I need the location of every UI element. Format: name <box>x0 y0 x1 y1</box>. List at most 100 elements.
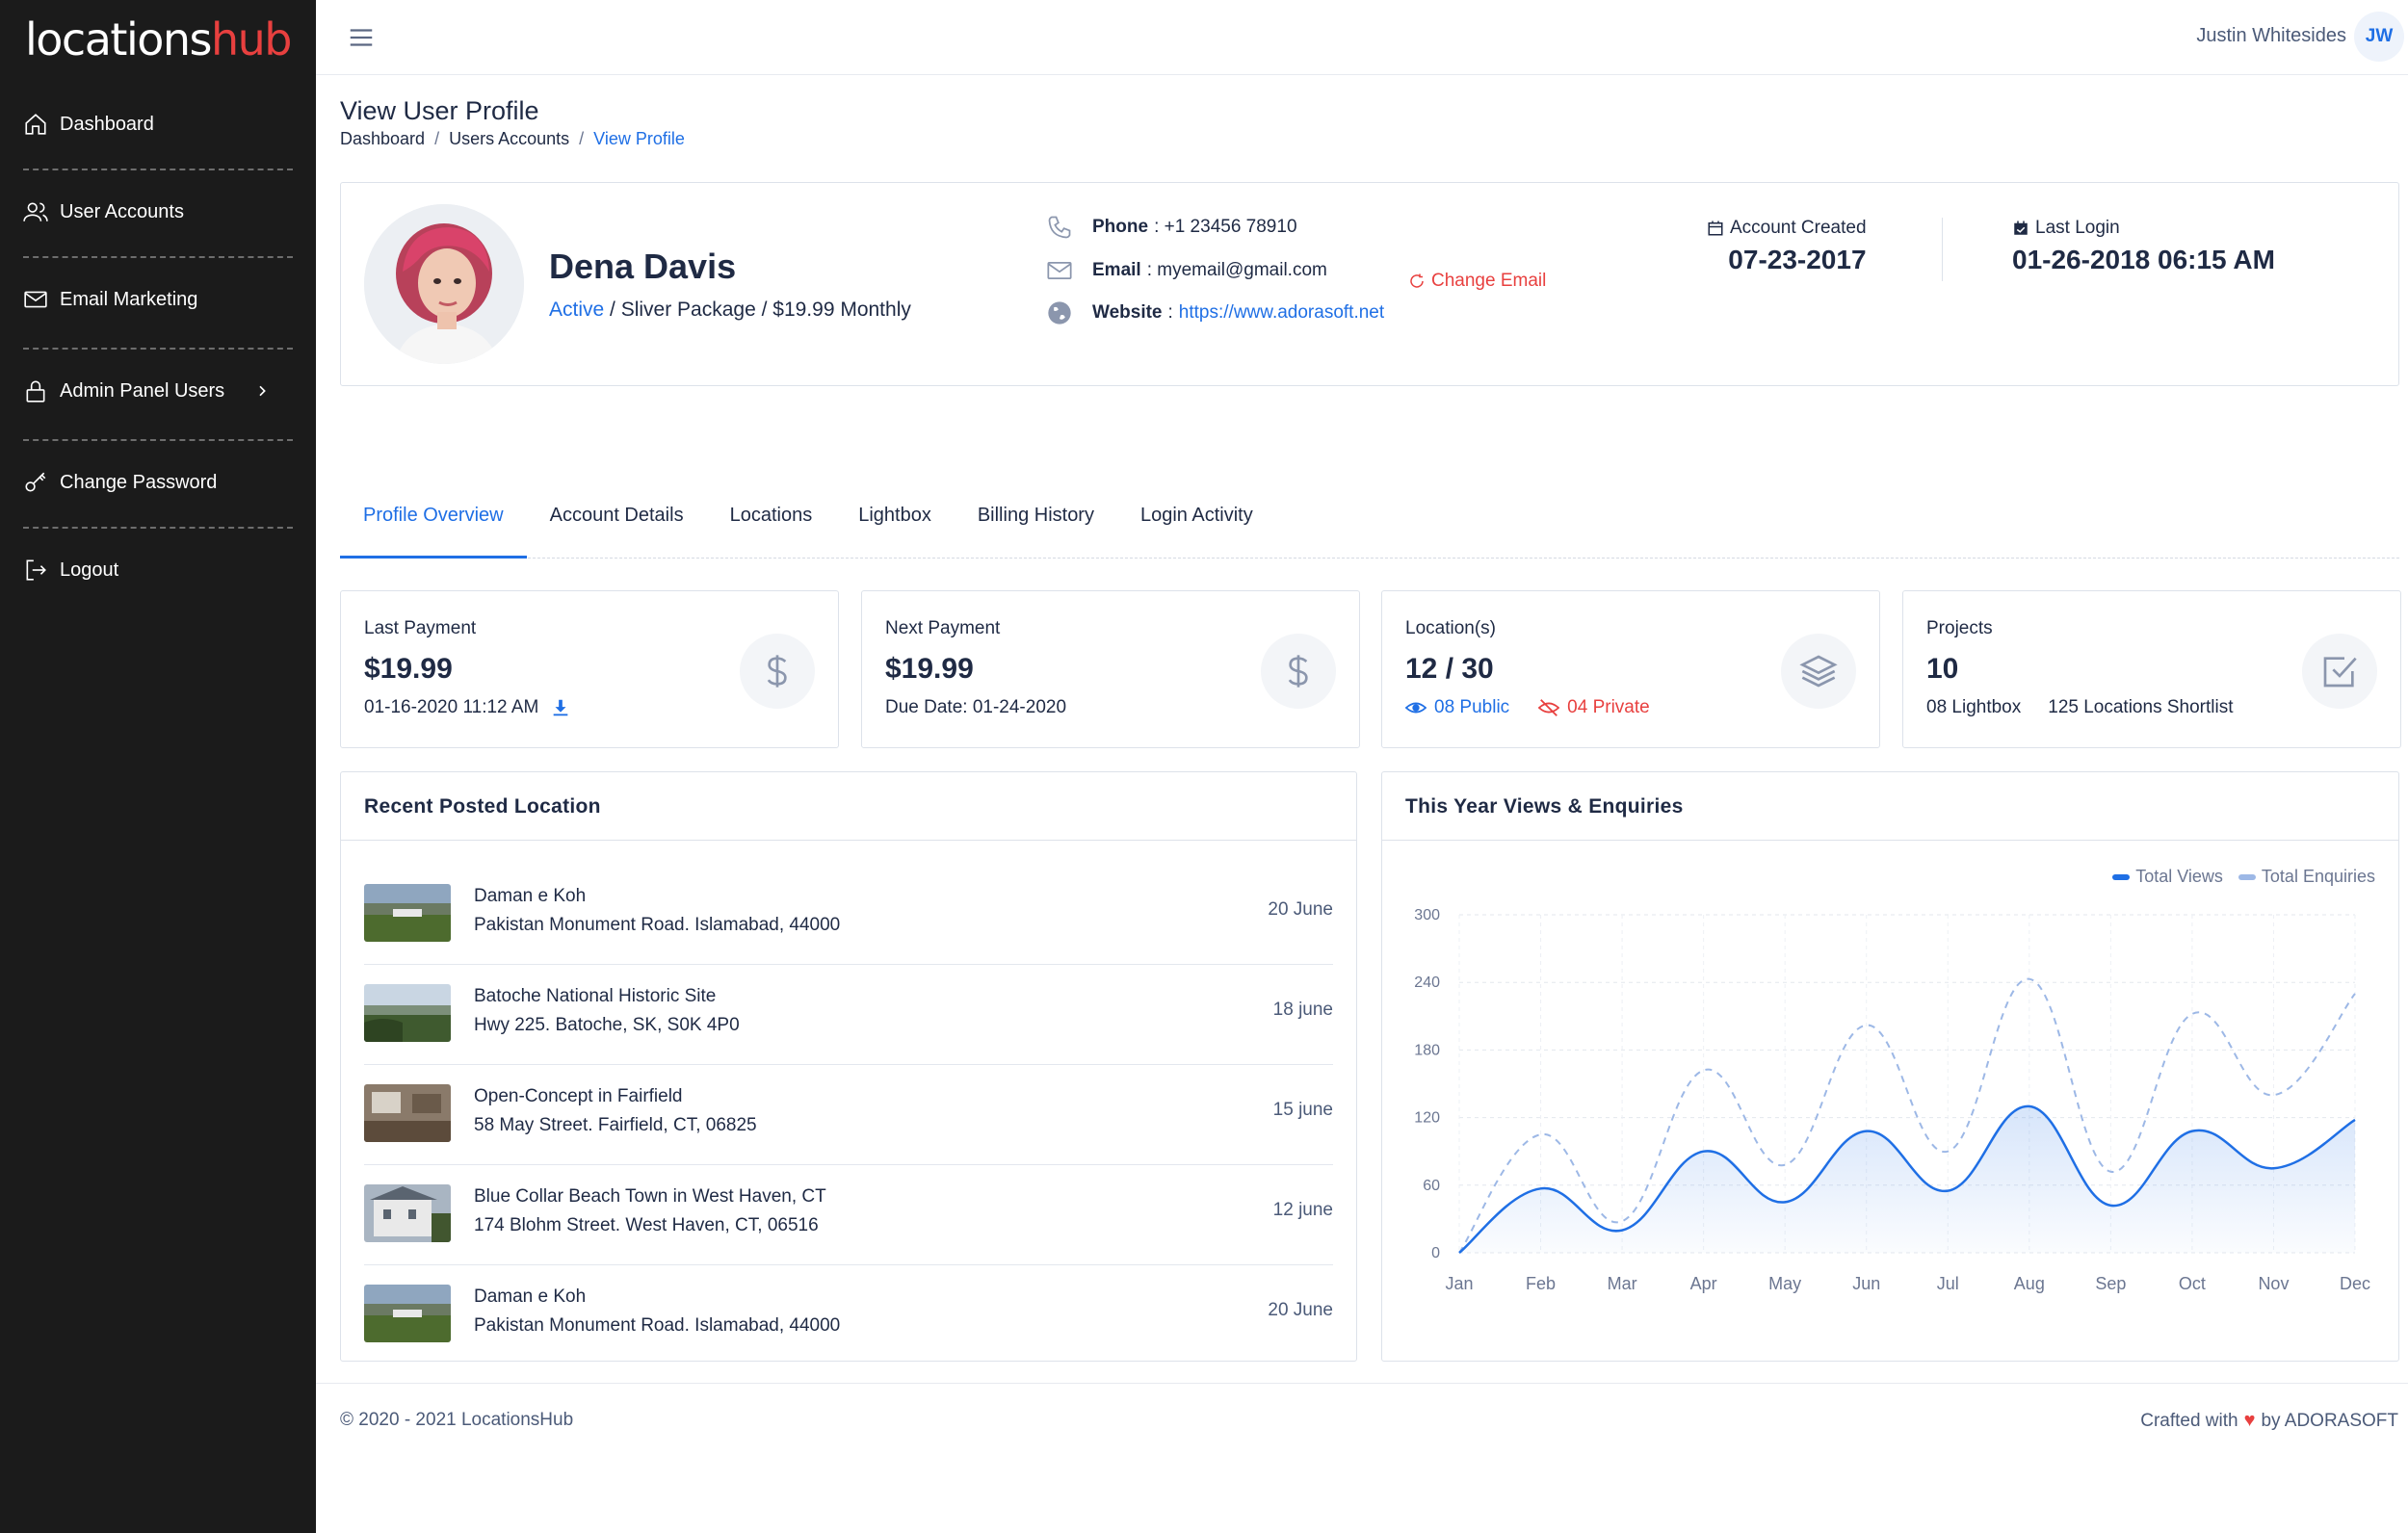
credits-suffix[interactable]: by ADORASOFT <box>2261 1410 2398 1431</box>
sidebar-item-label: User Accounts <box>60 200 184 222</box>
divider <box>316 1383 2408 1384</box>
account-created-value: 07-23-2017 <box>1728 245 1867 274</box>
sidebar-item-admin-panel-users[interactable]: Admin Panel Users <box>23 367 293 415</box>
location-thumbnail <box>364 1285 451 1342</box>
x-tick-label: Dec <box>2340 1274 2370 1293</box>
x-tick-label: Oct <box>2179 1274 2206 1293</box>
app-logo[interactable]: locationshub <box>25 13 293 65</box>
calendar-check-icon <box>2014 221 2028 235</box>
calendar-icon <box>1708 221 1723 236</box>
stat-icon <box>740 634 815 709</box>
sidebar-item-user-accounts[interactable]: User Accounts <box>23 188 293 236</box>
lock-icon <box>26 380 45 403</box>
stat-card-projects: Projects 10 08 Lightbox 125 Locations Sh… <box>1902 590 2401 748</box>
location-item[interactable]: Daman e Koh Pakistan Monument Road. Isla… <box>364 865 1333 965</box>
phone-icon <box>1048 216 1071 239</box>
current-user-name[interactable]: Justin Whitesides <box>2196 25 2346 46</box>
y-tick-label: 0 <box>1431 1245 1440 1261</box>
stat-sub: 08 Lightbox 125 Locations Shortlist <box>1926 697 2233 718</box>
location-address: Pakistan Monument Road. Islamabad, 44000 <box>474 1315 841 1336</box>
profile-photo <box>364 204 524 364</box>
location-title: Blue Collar Beach Town in West Haven, CT <box>474 1186 826 1207</box>
location-item[interactable]: Blue Collar Beach Town in West Haven, CT… <box>364 1165 1333 1265</box>
stat-sub: Due Date: 01-24-2020 <box>885 697 1067 717</box>
divider <box>1942 218 1943 281</box>
change-email-button[interactable]: Change Email <box>1408 271 1546 292</box>
x-tick-label: Jan <box>1445 1274 1473 1293</box>
tab-locations[interactable]: Locations <box>729 505 813 526</box>
profile-card: Dena Davis Active / Sliver Package / $19… <box>340 182 2399 386</box>
sidebar-item-logout[interactable]: Logout <box>23 546 293 594</box>
website-link[interactable]: https://www.adorasoft.net <box>1178 302 1385 323</box>
sidebar-item-email-marketing[interactable]: Email Marketing <box>23 275 293 324</box>
change-email-label: Change Email <box>1431 271 1547 291</box>
phone-value: : +1 23456 78910 <box>1154 217 1297 237</box>
mail-icon <box>1047 261 1072 280</box>
checkbox-icon <box>2323 657 2357 688</box>
divider <box>23 256 293 258</box>
y-tick-label: 300 <box>1414 907 1440 923</box>
location-date: 15 june <box>1272 1100 1333 1120</box>
heart-icon: ♥ <box>2243 1410 2256 1431</box>
website-separator: : <box>1167 302 1173 323</box>
location-address: 58 May Street. Fairfield, CT, 06825 <box>474 1115 757 1135</box>
x-tick-label: Jun <box>1852 1274 1880 1293</box>
website-label: Website <box>1092 302 1163 323</box>
location-date: 18 june <box>1272 1000 1333 1020</box>
dollar-icon <box>1288 655 1308 688</box>
panel-title: This Year Views & Enquiries <box>1405 795 1684 818</box>
refresh-icon <box>1410 273 1424 288</box>
location-item[interactable]: Open-Concept in Fairfield 58 May Street.… <box>364 1065 1333 1165</box>
home-icon <box>25 114 46 135</box>
legend-item-enquiries[interactable]: Total Enquiries <box>2238 867 2375 887</box>
y-tick-label: 60 <box>1423 1178 1440 1194</box>
breadcrumb: Dashboard / Users Accounts / View Profil… <box>340 129 685 149</box>
logout-icon <box>26 559 46 581</box>
phone-row: Phone: +1 23456 78910 <box>1046 213 1297 242</box>
sidebar-item-dashboard[interactable]: Dashboard <box>23 100 293 148</box>
tab-lightbox[interactable]: Lightbox <box>858 505 931 526</box>
legend-item-views[interactable]: Total Views <box>2112 867 2223 887</box>
x-tick-label: Aug <box>2014 1274 2045 1293</box>
location-address: 174 Blohm Street. West Haven, CT, 06516 <box>474 1215 819 1235</box>
location-item[interactable]: Daman e Koh Pakistan Monument Road. Isla… <box>364 1265 1333 1365</box>
tab-login-activity[interactable]: Login Activity <box>1139 505 1253 526</box>
sidebar-item-change-password[interactable]: Change Password <box>23 458 293 507</box>
user-avatar[interactable]: JW <box>2354 12 2404 62</box>
email-row: Email: myemail@gmail.com <box>1046 256 1327 285</box>
breadcrumb-dashboard[interactable]: Dashboard <box>340 129 426 148</box>
eye-icon <box>1405 702 1426 714</box>
divider <box>23 439 293 441</box>
y-tick-label: 120 <box>1414 1110 1440 1127</box>
account-created-label-text: Account Created <box>1730 218 1867 238</box>
x-tick-label: Jul <box>1937 1274 1959 1293</box>
breadcrumb-users-accounts[interactable]: Users Accounts <box>449 129 570 148</box>
location-item[interactable]: Batoche National Historic Site Hwy 225. … <box>364 965 1333 1065</box>
location-thumbnail <box>364 1084 451 1142</box>
tab-billing-history[interactable]: Billing History <box>977 505 1094 526</box>
mail-icon <box>24 291 47 308</box>
views-enquiries-panel: This Year Views & Enquiries Total Views … <box>1381 771 2399 1362</box>
tab-profile-overview[interactable]: Profile Overview <box>340 491 527 559</box>
tab-account-details[interactable]: Account Details <box>549 505 684 526</box>
sidebar-item-label: Admin Panel Users <box>60 379 225 402</box>
legend-swatch <box>2238 873 2256 880</box>
divider <box>23 527 293 529</box>
breadcrumb-view-profile: View Profile <box>593 129 685 148</box>
profile-tabs: Profile Overview Account Details Locatio… <box>340 491 2399 559</box>
hamburger-menu-icon[interactable] <box>347 23 376 52</box>
public-count: 08 Public <box>1405 697 1509 718</box>
breadcrumb-separator: / <box>579 129 585 148</box>
eye-off-icon <box>1538 699 1560 716</box>
private-count: 04 Private <box>1538 697 1650 718</box>
key-icon <box>25 472 46 492</box>
stat-card-last-payment: Last Payment $19.99 01-16-2020 11:12 AM <box>340 590 839 748</box>
location-thumbnail <box>364 884 451 942</box>
download-icon[interactable] <box>550 697 571 718</box>
chevron-right-icon <box>259 385 266 397</box>
x-tick-label: Feb <box>1526 1274 1556 1293</box>
stat-label: Next Payment <box>885 618 1001 638</box>
series-area-total-views <box>1459 1105 2355 1253</box>
topbar: Justin Whitesides JW <box>316 0 2408 75</box>
stat-sub: 01-16-2020 11:12 AM <box>364 697 571 718</box>
